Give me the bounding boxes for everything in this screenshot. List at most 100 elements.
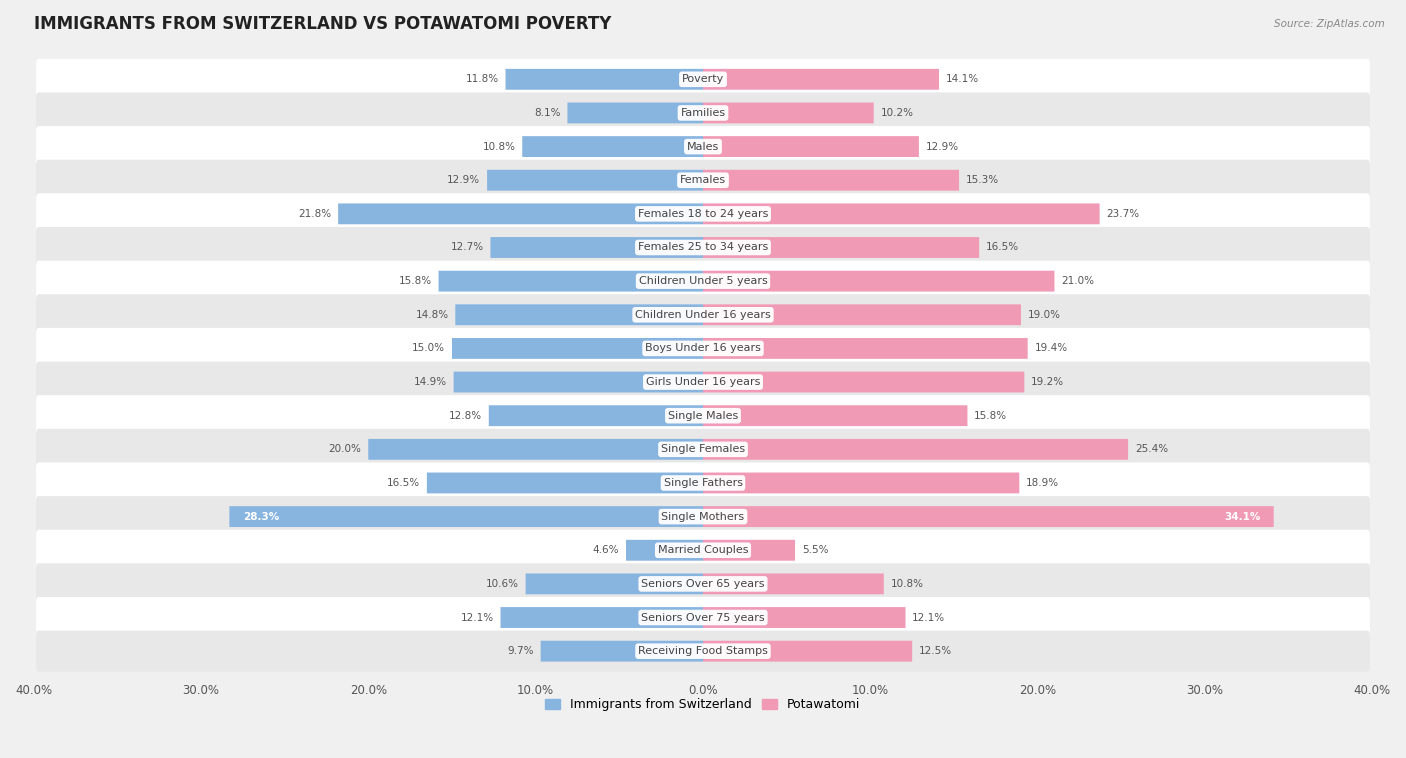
Text: Single Fathers: Single Fathers — [664, 478, 742, 488]
Text: Poverty: Poverty — [682, 74, 724, 84]
FancyBboxPatch shape — [703, 439, 1128, 460]
FancyBboxPatch shape — [703, 237, 979, 258]
Text: 12.9%: 12.9% — [925, 142, 959, 152]
FancyBboxPatch shape — [37, 631, 1369, 672]
Text: 10.8%: 10.8% — [482, 142, 516, 152]
Text: Boys Under 16 years: Boys Under 16 years — [645, 343, 761, 353]
FancyBboxPatch shape — [451, 338, 703, 359]
Text: Source: ZipAtlas.com: Source: ZipAtlas.com — [1274, 19, 1385, 29]
FancyBboxPatch shape — [37, 462, 1369, 503]
Text: Girls Under 16 years: Girls Under 16 years — [645, 377, 761, 387]
Text: 14.1%: 14.1% — [946, 74, 979, 84]
Legend: Immigrants from Switzerland, Potawatomi: Immigrants from Switzerland, Potawatomi — [540, 693, 866, 716]
FancyBboxPatch shape — [703, 136, 920, 157]
Text: 12.5%: 12.5% — [920, 646, 952, 656]
FancyBboxPatch shape — [703, 406, 967, 426]
Text: 10.8%: 10.8% — [890, 579, 924, 589]
Text: 11.8%: 11.8% — [465, 74, 499, 84]
FancyBboxPatch shape — [506, 69, 703, 89]
Text: 4.6%: 4.6% — [593, 545, 619, 556]
FancyBboxPatch shape — [368, 439, 703, 460]
Text: 14.8%: 14.8% — [416, 310, 449, 320]
Text: Married Couples: Married Couples — [658, 545, 748, 556]
FancyBboxPatch shape — [491, 237, 703, 258]
FancyBboxPatch shape — [703, 540, 794, 561]
FancyBboxPatch shape — [37, 328, 1369, 369]
Text: 10.6%: 10.6% — [486, 579, 519, 589]
FancyBboxPatch shape — [568, 102, 703, 124]
Text: Single Males: Single Males — [668, 411, 738, 421]
FancyBboxPatch shape — [439, 271, 703, 292]
Text: 10.2%: 10.2% — [880, 108, 914, 118]
Text: Females: Females — [681, 175, 725, 185]
Text: Seniors Over 65 years: Seniors Over 65 years — [641, 579, 765, 589]
FancyBboxPatch shape — [37, 227, 1369, 268]
FancyBboxPatch shape — [703, 102, 873, 124]
Text: Receiving Food Stamps: Receiving Food Stamps — [638, 646, 768, 656]
Text: 34.1%: 34.1% — [1225, 512, 1260, 522]
FancyBboxPatch shape — [486, 170, 703, 191]
Text: Families: Families — [681, 108, 725, 118]
FancyBboxPatch shape — [703, 607, 905, 628]
FancyBboxPatch shape — [37, 429, 1369, 470]
Text: 15.0%: 15.0% — [412, 343, 446, 353]
FancyBboxPatch shape — [522, 136, 703, 157]
FancyBboxPatch shape — [526, 574, 703, 594]
Text: 20.0%: 20.0% — [329, 444, 361, 454]
FancyBboxPatch shape — [37, 563, 1369, 604]
Text: 16.5%: 16.5% — [387, 478, 420, 488]
Text: 14.9%: 14.9% — [413, 377, 447, 387]
FancyBboxPatch shape — [339, 203, 703, 224]
FancyBboxPatch shape — [703, 69, 939, 89]
Text: Seniors Over 75 years: Seniors Over 75 years — [641, 612, 765, 622]
FancyBboxPatch shape — [703, 271, 1054, 292]
FancyBboxPatch shape — [703, 170, 959, 191]
FancyBboxPatch shape — [541, 641, 703, 662]
Text: 12.1%: 12.1% — [912, 612, 945, 622]
FancyBboxPatch shape — [37, 59, 1369, 100]
FancyBboxPatch shape — [501, 607, 703, 628]
FancyBboxPatch shape — [703, 338, 1028, 359]
FancyBboxPatch shape — [703, 574, 884, 594]
FancyBboxPatch shape — [37, 395, 1369, 436]
FancyBboxPatch shape — [626, 540, 703, 561]
FancyBboxPatch shape — [37, 261, 1369, 302]
Text: Children Under 5 years: Children Under 5 years — [638, 276, 768, 286]
Text: 19.0%: 19.0% — [1028, 310, 1060, 320]
FancyBboxPatch shape — [456, 305, 703, 325]
Text: Single Females: Single Females — [661, 444, 745, 454]
Text: 21.0%: 21.0% — [1062, 276, 1094, 286]
Text: 12.8%: 12.8% — [449, 411, 482, 421]
Text: 15.8%: 15.8% — [399, 276, 432, 286]
Text: Children Under 16 years: Children Under 16 years — [636, 310, 770, 320]
Text: 8.1%: 8.1% — [534, 108, 561, 118]
Text: 16.5%: 16.5% — [986, 243, 1019, 252]
FancyBboxPatch shape — [703, 203, 1099, 224]
FancyBboxPatch shape — [703, 371, 1025, 393]
FancyBboxPatch shape — [703, 472, 1019, 493]
FancyBboxPatch shape — [37, 597, 1369, 638]
Text: 9.7%: 9.7% — [508, 646, 534, 656]
FancyBboxPatch shape — [703, 641, 912, 662]
Text: Single Mothers: Single Mothers — [661, 512, 745, 522]
FancyBboxPatch shape — [37, 160, 1369, 201]
Text: 5.5%: 5.5% — [801, 545, 828, 556]
Text: 21.8%: 21.8% — [298, 209, 332, 219]
Text: 25.4%: 25.4% — [1135, 444, 1168, 454]
Text: IMMIGRANTS FROM SWITZERLAND VS POTAWATOMI POVERTY: IMMIGRANTS FROM SWITZERLAND VS POTAWATOM… — [34, 15, 612, 33]
FancyBboxPatch shape — [703, 506, 1274, 527]
Text: Males: Males — [688, 142, 718, 152]
Text: 15.3%: 15.3% — [966, 175, 998, 185]
Text: 28.3%: 28.3% — [243, 512, 278, 522]
FancyBboxPatch shape — [229, 506, 703, 527]
Text: 23.7%: 23.7% — [1107, 209, 1139, 219]
FancyBboxPatch shape — [37, 193, 1369, 234]
FancyBboxPatch shape — [37, 294, 1369, 335]
Text: 18.9%: 18.9% — [1026, 478, 1059, 488]
Text: Females 18 to 24 years: Females 18 to 24 years — [638, 209, 768, 219]
Text: 12.1%: 12.1% — [461, 612, 494, 622]
FancyBboxPatch shape — [37, 496, 1369, 537]
Text: Females 25 to 34 years: Females 25 to 34 years — [638, 243, 768, 252]
Text: 15.8%: 15.8% — [974, 411, 1007, 421]
Text: 19.2%: 19.2% — [1031, 377, 1064, 387]
